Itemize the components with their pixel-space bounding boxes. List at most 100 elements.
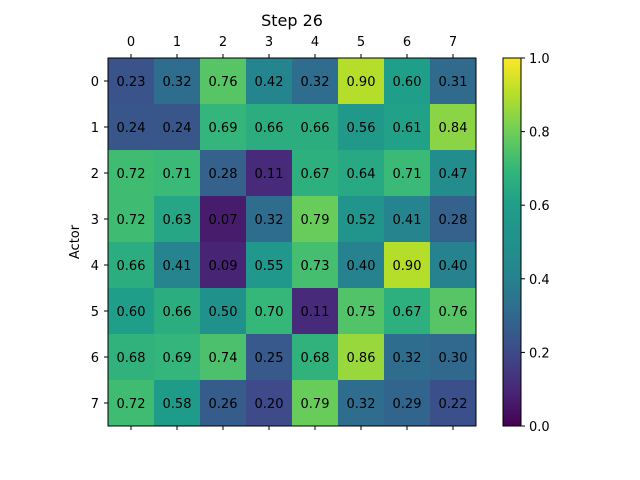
cell-value-label: 0.09 <box>209 259 238 274</box>
heatmap-cell <box>292 242 339 289</box>
heatmap-cell <box>430 334 477 381</box>
cell-value-label: 0.73 <box>301 259 330 274</box>
cell-value-label: 0.20 <box>255 397 284 412</box>
cell-value-label: 0.28 <box>439 213 468 228</box>
heatmap-cell <box>154 334 201 381</box>
y-axis-ticks: 0 1 2 3 4 5 6 7 <box>91 75 108 412</box>
heatmap-cell <box>384 104 431 151</box>
cell-value-label: 0.11 <box>255 167 284 182</box>
heatmap-cell <box>246 242 293 289</box>
heatmap-cell <box>200 196 247 243</box>
heatmap-cell <box>338 58 385 105</box>
heatmap-cell <box>108 196 155 243</box>
cell-value-label: 0.41 <box>393 213 422 228</box>
cell-value-label: 0.76 <box>209 75 238 90</box>
cell-value-label: 0.32 <box>301 75 330 90</box>
heatmap-cell <box>430 196 477 243</box>
chart-title: Step 26 <box>261 11 323 30</box>
cell-value-label: 0.74 <box>209 351 238 366</box>
heatmap-cell <box>246 380 293 427</box>
cell-value-label: 0.72 <box>117 167 146 182</box>
heatmap-cell <box>338 196 385 243</box>
heatmap-cell <box>384 288 431 335</box>
cell-value-label: 0.55 <box>255 259 284 274</box>
cell-value-label: 0.67 <box>301 167 330 182</box>
heatmap-cell <box>430 104 477 151</box>
colorbar <box>502 57 522 427</box>
cell-value-label: 0.68 <box>301 351 330 366</box>
heatmap-cell <box>430 288 477 335</box>
cell-value-label: 0.47 <box>439 167 468 182</box>
heatmap-cell <box>246 104 293 151</box>
colorbar-gradient <box>502 57 522 427</box>
cell-value-label: 0.32 <box>393 351 422 366</box>
cell-value-label: 0.86 <box>347 351 376 366</box>
heatmap-cell <box>384 150 431 197</box>
heatmap-cell <box>430 58 477 105</box>
heatmap-cell <box>246 334 293 381</box>
colorbar-tick-label: 0.2 <box>529 346 550 361</box>
heatmap-cell <box>154 58 201 105</box>
cell-value-label: 0.72 <box>117 213 146 228</box>
x-tick-label: 4 <box>311 35 319 50</box>
y-tick-label: 7 <box>91 397 99 412</box>
heatmap-cell <box>338 288 385 335</box>
heatmap-cell <box>200 242 247 289</box>
cell-value-label: 0.60 <box>117 305 146 320</box>
cell-value-label: 0.30 <box>439 351 468 366</box>
y-tick-label: 0 <box>91 75 99 90</box>
heatmap-cell <box>292 334 339 381</box>
heatmap-cell <box>154 150 201 197</box>
heatmap-cells <box>108 58 477 427</box>
y-tick-label: 4 <box>91 259 99 274</box>
y-tick-label: 2 <box>91 167 99 182</box>
heatmap-cell <box>384 58 431 105</box>
heatmap-cell <box>108 104 155 151</box>
cell-value-label: 0.84 <box>439 121 468 136</box>
cell-value-label: 0.68 <box>117 351 146 366</box>
heatmap-cell <box>200 104 247 151</box>
cell-value-label: 0.71 <box>393 167 422 182</box>
heatmap-cell <box>338 242 385 289</box>
x-tick-label: 1 <box>173 35 181 50</box>
heatmap-cell <box>384 196 431 243</box>
cell-value-label: 0.69 <box>163 351 192 366</box>
cell-value-label: 0.40 <box>439 259 468 274</box>
heatmap-cell <box>200 380 247 427</box>
colorbar-tick-label: 0.4 <box>529 273 550 288</box>
cell-value-label: 0.66 <box>163 305 192 320</box>
heatmap-cell <box>154 104 201 151</box>
cell-value-label: 0.42 <box>255 75 284 90</box>
cell-value-label: 0.25 <box>255 351 284 366</box>
cell-value-label: 0.24 <box>117 121 146 136</box>
cell-value-label: 0.29 <box>393 397 422 412</box>
cell-value-label: 0.50 <box>209 305 238 320</box>
heatmap-cell <box>338 380 385 427</box>
cell-value-label: 0.90 <box>393 259 422 274</box>
cell-value-label: 0.76 <box>439 305 468 320</box>
heatmap-cell <box>430 150 477 197</box>
heatmap-cell <box>108 334 155 381</box>
heatmap-cell <box>108 58 155 105</box>
heatmap-cell <box>154 288 201 335</box>
cell-value-label: 0.24 <box>163 121 192 136</box>
heatmap-cell <box>292 104 339 151</box>
cell-value-labels: 0.23 0.32 0.76 0.42 0.32 0.90 0.60 0.31 0.24 0.24… <box>117 75 468 412</box>
heatmap-cell <box>338 104 385 151</box>
x-tick-label: 2 <box>219 35 227 50</box>
x-tick-label: 5 <box>357 35 365 50</box>
cell-value-label: 0.28 <box>209 167 238 182</box>
colorbar-tick-label: 0.6 <box>529 199 550 214</box>
heatmap-cell <box>292 150 339 197</box>
heatmap-cell <box>246 58 293 105</box>
cell-value-label: 0.69 <box>209 121 238 136</box>
cell-value-label: 0.67 <box>393 305 422 320</box>
heatmap-cell <box>200 150 247 197</box>
plot-frame <box>107 57 477 427</box>
colorbar-tick-label: 1.0 <box>529 52 550 67</box>
heatmap-cell <box>108 242 155 289</box>
cell-value-label: 0.71 <box>163 167 192 182</box>
heatmap-cell <box>384 334 431 381</box>
